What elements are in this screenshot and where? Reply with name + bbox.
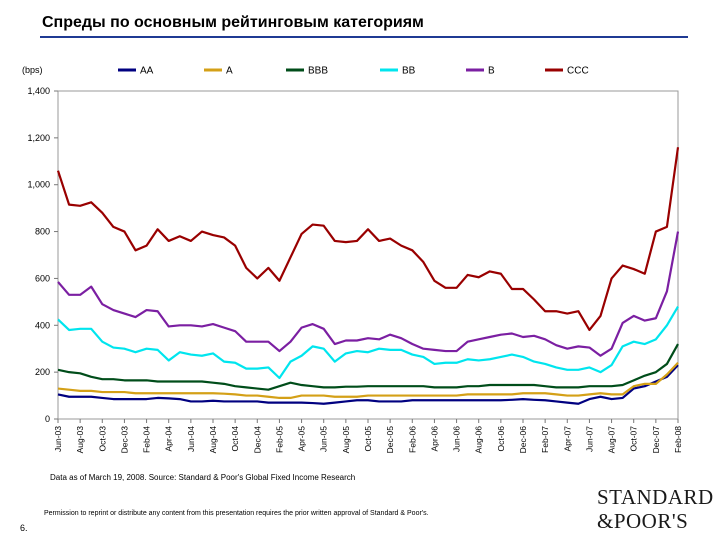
legend-label-ccc: CCC [567, 66, 589, 77]
series-line-bb [57, 305, 679, 380]
x-tick-label: Apr-07 [562, 426, 572, 452]
x-tick-label: Aug-03 [75, 426, 85, 454]
y-tick-label: 800 [35, 227, 50, 237]
y-tick-label: 400 [35, 320, 50, 330]
legend-label-bb: BB [402, 66, 416, 77]
x-tick-label: Apr-04 [164, 426, 174, 452]
x-tick-label: Apr-05 [297, 426, 307, 452]
x-tick-label: Dec-04 [252, 426, 262, 454]
x-tick-label: Oct-03 [97, 426, 107, 452]
y-tick-label: 1,400 [27, 86, 50, 96]
x-tick-label: Feb-04 [142, 426, 152, 453]
series-line-a [57, 362, 679, 400]
x-tick-label: Feb-05 [274, 426, 284, 453]
page-title: Спреды по основным рейтинговым категория… [42, 14, 424, 31]
series-line-aa [57, 364, 679, 405]
x-tick-label: Aug-07 [607, 426, 617, 454]
x-tick-label: Jun-04 [186, 426, 196, 452]
x-tick-label: Dec-05 [385, 426, 395, 454]
series-line-ccc [56, 147, 680, 332]
x-tick-label: Aug-05 [341, 426, 351, 454]
x-tick-label: Aug-04 [208, 426, 218, 454]
x-tick-label: Feb-07 [540, 426, 550, 453]
x-tick-label: Oct-06 [496, 426, 506, 452]
y-tick-label: 0 [45, 414, 50, 424]
series-line-b [57, 231, 680, 357]
y-tick-label: 600 [35, 273, 50, 283]
x-tick-label: Feb-08 [673, 426, 683, 453]
plot-area [57, 90, 679, 420]
x-tick-label: Jun-06 [452, 426, 462, 452]
series-line-bbb [57, 343, 679, 391]
legend-label-b: B [488, 66, 495, 77]
x-tick-label: Dec-06 [518, 426, 528, 454]
x-tick-label: Dec-03 [119, 426, 129, 454]
legend-label-a: A [226, 66, 233, 77]
x-tick-label: Oct-04 [230, 426, 240, 452]
x-tick-label: Aug-06 [474, 426, 484, 454]
legend-label-aa: AA [140, 66, 154, 77]
x-tick-label: Oct-07 [629, 426, 639, 452]
data-source-note: Data as of March 19, 2008. Source: Stand… [50, 473, 356, 482]
x-tick-label: Oct-05 [363, 426, 373, 452]
page-number: 6. [20, 523, 28, 533]
title-divider [40, 36, 688, 38]
x-tick-label: Jun-03 [53, 426, 63, 452]
x-tick-label: Jun-05 [319, 426, 329, 452]
x-tick-label: Apr-06 [429, 426, 439, 452]
logo-line-poors: &POOR'S [597, 509, 689, 533]
legend-label-bbb: BBB [308, 66, 328, 77]
standard-poors-logo: STANDARD &POOR'S [597, 485, 714, 533]
x-tick-label: Dec-07 [651, 426, 661, 454]
y-tick-label: 200 [35, 367, 50, 377]
y-tick-label: 1,000 [27, 180, 50, 190]
logo-line-standard: STANDARD [597, 485, 714, 509]
y-axis-label: (bps) [22, 65, 43, 75]
spreads-line-chart: (bps) 0 200 400 600 800 1,000 1,200 1,400 Jun-0… [22, 65, 683, 454]
x-tick-label: Jun-07 [584, 426, 594, 452]
x-tick-label: Feb-06 [407, 426, 417, 453]
y-tick-label: 1,200 [27, 133, 50, 143]
permission-notice: Permission to reprint or distribute any … [44, 510, 429, 517]
